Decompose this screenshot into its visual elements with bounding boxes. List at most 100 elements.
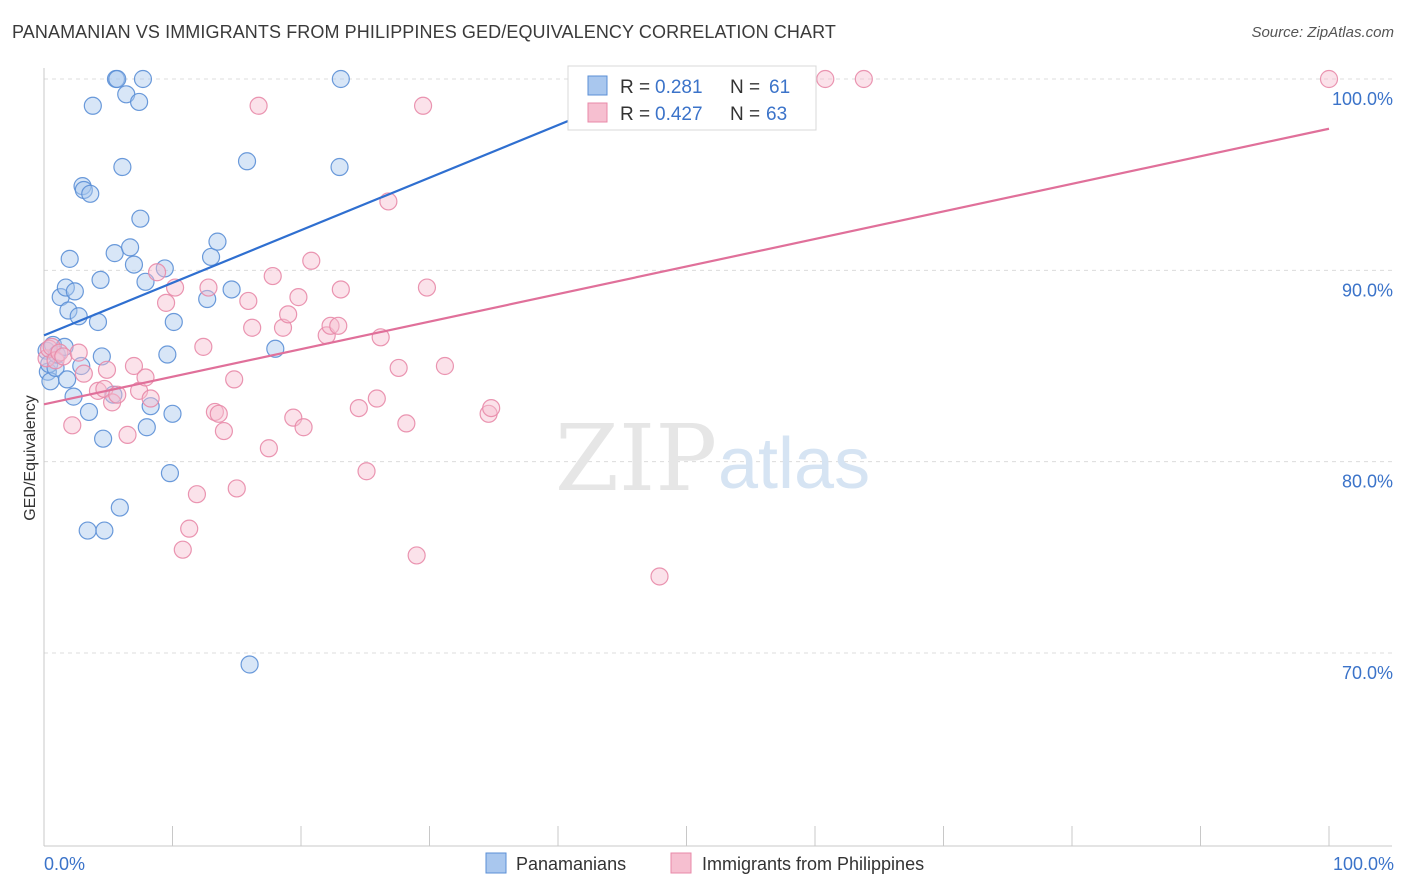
philippines-point [413,96,433,115]
panamanians-point [110,498,129,517]
philippines-point [1319,69,1339,89]
panamanians-point [59,301,78,320]
panamanians-point [78,521,97,540]
philippines-point [147,263,167,282]
panamanians-point [108,69,127,89]
philippines-point [69,343,88,362]
panamanians-point [133,69,153,89]
legend-swatch-panamanians [485,852,507,874]
panamanians-point [83,96,102,115]
panamanians-point [160,464,180,483]
legend-r-value-blue: 0.281 [655,77,703,98]
series-philippines-points [37,69,1339,586]
source-credit: Source: ZipAtlas.com [1251,24,1394,41]
philippines-point [435,356,455,376]
philippines-point [225,370,244,389]
philippines-point [243,318,262,337]
philippines-point [97,360,117,379]
philippines-point [273,318,293,337]
philippines-point [124,356,144,376]
philippines-point [397,414,416,433]
x-tick-label-min: 0.0% [44,854,85,874]
philippines-point [321,316,340,335]
panamanians-point [158,345,177,364]
panamanians-point [81,184,100,203]
panamanians-point [137,418,156,437]
philippines-point [482,398,501,418]
panamanians-point [208,232,227,251]
panamanians-point [120,238,140,257]
philippines-point [209,404,228,423]
philippines-point [357,462,376,481]
watermark-atlas: atlas [718,424,870,504]
philippines-point [331,280,350,299]
y-tick-label-100: 100.0% [1332,89,1393,109]
y-tick-labels: 100.0% 90.0% 80.0% 70.0% [1332,89,1393,683]
panamanians-point [65,282,84,301]
legend-n-value-pink: 63 [766,104,787,125]
philippines-point [417,278,437,297]
panamanians-point [60,249,79,268]
philippines-point [854,69,873,89]
panamanians-point [330,157,349,177]
stats-legend: R = 0.281 N = 61 R = 0.427 N = 63 [567,65,817,131]
panamanians-point [164,312,183,332]
philippines-point [329,316,348,335]
panamanians-point [222,280,241,299]
legend-n-label-pink: N = [730,104,760,125]
panamanians-point [131,209,150,228]
panamanians-point [113,157,132,177]
philippines-point [279,305,298,324]
philippines-point [407,546,426,565]
legend-r-value-pink: 0.427 [655,104,703,125]
philippines-point [173,540,192,559]
philippines-point [40,339,59,358]
panamanians-point [105,244,124,263]
chart-title: PANAMANIAN VS IMMIGRANTS FROM PHILIPPINE… [12,22,836,42]
y-tick-label-90: 90.0% [1342,280,1393,300]
philippines-point [118,425,137,444]
panamanians-point [201,247,221,267]
y-tick-label-70: 70.0% [1342,663,1393,683]
philippines-point [227,479,246,498]
legend-label-panamanians: Panamanians [516,854,626,874]
series-panamanians-points [37,69,589,674]
legend-n-value-blue: 61 [769,77,790,98]
series-legend: Panamanians Immigrants from Philippines [485,852,924,874]
panamanians-point [92,347,111,366]
legend-swatch-pink [587,102,608,123]
philippines-point [199,278,218,297]
legend-swatch-philippines [670,852,692,874]
philippines-point [187,485,207,504]
philippines-point [239,291,258,311]
philippines-point [349,398,368,418]
philippines-point [367,389,386,408]
panamanians-point [124,255,144,274]
panamanians-point [141,397,160,416]
philippines-point [289,288,308,307]
philippines-point [259,439,278,458]
panamanians-point [331,69,350,89]
y-tick-label-80: 80.0% [1342,472,1393,492]
philippines-point [302,251,321,270]
philippines-point [816,69,835,89]
philippines-point [156,293,176,312]
philippines-point [54,347,73,366]
philippines-point [389,358,408,378]
philippines-point [63,416,82,435]
watermark-zip: ZIP [555,405,717,512]
philippines-point [194,337,213,356]
panamanians-point [58,370,77,389]
philippines-point [74,364,93,383]
panamanians-point [198,289,217,309]
philippines-point [141,389,160,408]
panamanians-point [79,402,99,422]
panamanians-point [94,429,113,448]
panamanians-point [237,152,257,171]
philippines-point [650,567,669,586]
x-tick-marks [43,826,1330,846]
trend-line-philippines [43,127,1330,406]
legend-r-label-blue: R = [620,77,650,98]
philippines-point [180,519,199,538]
